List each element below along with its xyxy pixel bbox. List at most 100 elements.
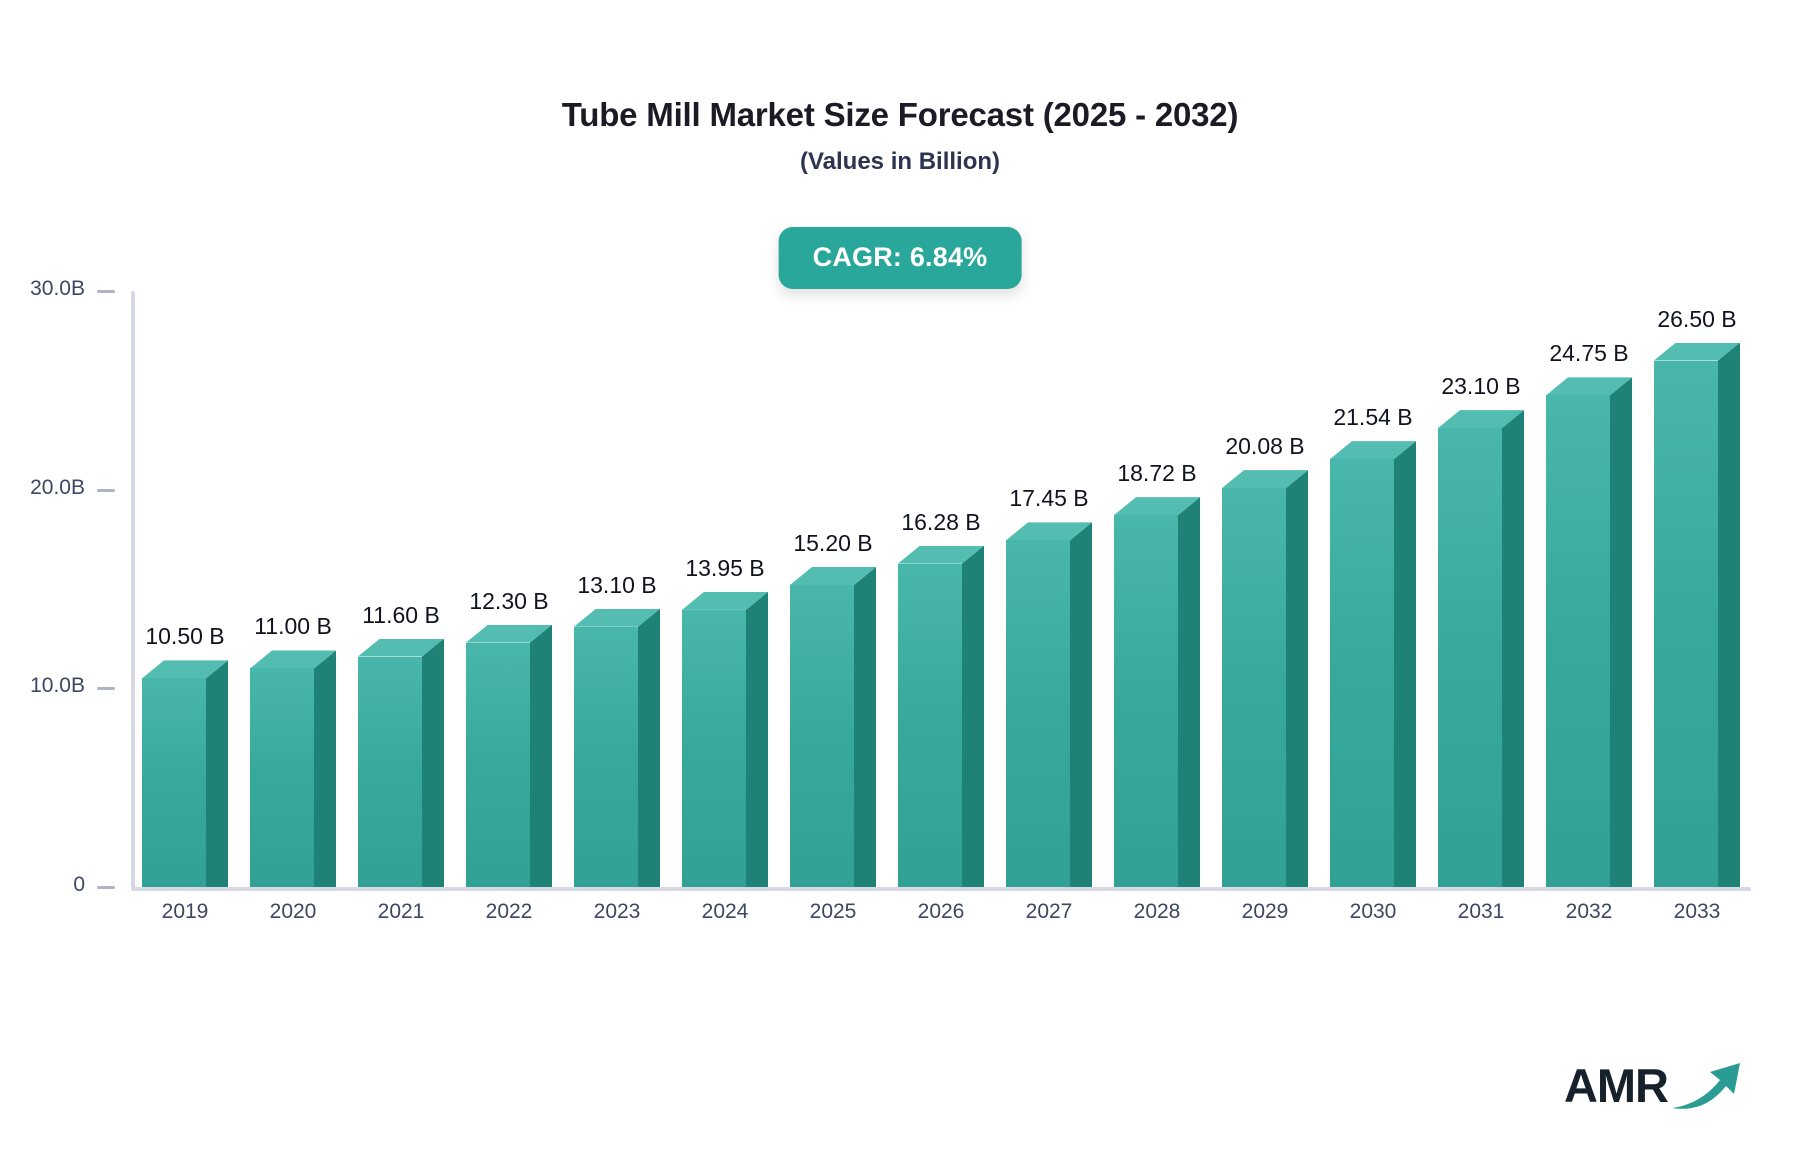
bar-3d-body xyxy=(466,624,552,887)
bar-top-face xyxy=(466,624,552,643)
bar-front-face xyxy=(1438,428,1502,887)
bar-side-face xyxy=(1502,410,1524,887)
x-axis-label: 2022 xyxy=(485,900,533,923)
y-axis-tick-label: 30.0B xyxy=(30,277,85,300)
bar-top-face xyxy=(1114,497,1200,516)
bar-3d-body xyxy=(1546,377,1632,887)
bar-side-face xyxy=(1286,470,1308,887)
bar-front-face xyxy=(574,626,638,887)
x-axis-label: 2031 xyxy=(1457,900,1505,923)
bar-front-face xyxy=(682,609,746,887)
bar-column[interactable]: 18.72 B xyxy=(1114,437,1200,887)
bar-series: 10.50 B 2019 11.00 B 2020 11.60 B 2021 12.30 B… xyxy=(131,0,1751,1156)
x-axis-label: 2019 xyxy=(161,900,209,923)
bar-column[interactable]: 26.50 B xyxy=(1654,283,1740,887)
bar-column[interactable]: 17.45 B xyxy=(1006,462,1092,887)
bar-top-face xyxy=(682,591,768,610)
page-title: Tube Mill Market Size Forecast (2025 - 2… xyxy=(561,96,1239,133)
x-axis-label: 2026 xyxy=(917,900,965,923)
bar-3d-body xyxy=(358,638,444,887)
bar-top-face xyxy=(1546,377,1632,396)
bar-top-face xyxy=(250,650,336,669)
bar-top-face xyxy=(1438,410,1524,429)
bar-front-face xyxy=(142,678,206,887)
y-axis-tick-mark xyxy=(97,488,115,492)
bar-column[interactable]: 12.30 B xyxy=(466,565,552,887)
bar-side-face xyxy=(314,650,336,887)
bar-3d-body xyxy=(1222,470,1308,887)
amr-logo: AMR xyxy=(1564,1058,1744,1112)
bar-value-label: 26.50 B xyxy=(1657,305,1737,332)
x-axis-label: 2029 xyxy=(1241,900,1289,923)
bar-column[interactable]: 10.50 B xyxy=(142,600,228,887)
bar-top-face xyxy=(1654,342,1740,361)
bar-column[interactable]: 24.75 B xyxy=(1546,317,1632,887)
x-axis-label: 2020 xyxy=(269,900,317,923)
bar-value-label: 20.08 B xyxy=(1225,433,1305,460)
bar-column[interactable]: 21.54 B xyxy=(1330,381,1416,887)
x-axis-label: 2033 xyxy=(1673,900,1721,923)
bar-side-face xyxy=(962,545,984,887)
bar-front-face xyxy=(1654,360,1718,887)
bar-column[interactable]: 16.28 B xyxy=(898,486,984,887)
bar-side-face xyxy=(746,591,768,887)
bar-front-face xyxy=(358,656,422,887)
bar-front-face xyxy=(1546,395,1610,887)
bar-column[interactable]: 13.10 B xyxy=(574,549,660,887)
x-axis-label: 2025 xyxy=(809,900,857,923)
x-axis-label: 2028 xyxy=(1133,900,1181,923)
bar-column[interactable]: 11.60 B xyxy=(358,579,444,887)
x-axis-label: 2021 xyxy=(377,900,425,923)
bar-3d-body xyxy=(1114,497,1200,887)
bar-front-face xyxy=(790,585,854,887)
page-subtitle: (Values in Billion) xyxy=(799,148,1001,175)
y-axis-line xyxy=(131,291,135,891)
bar-front-face xyxy=(1222,488,1286,887)
bar-value-label: 21.54 B xyxy=(1333,404,1413,431)
bar-value-label: 15.20 B xyxy=(793,530,873,557)
bar-value-label: 10.50 B xyxy=(145,623,225,650)
bar-column[interactable]: 20.08 B xyxy=(1222,410,1308,887)
y-axis-tick-mark xyxy=(97,687,115,691)
bar-3d-body xyxy=(898,545,984,887)
bar-value-label: 11.60 B xyxy=(362,601,440,628)
bar-side-face xyxy=(854,567,876,887)
y-axis-tick-label: 10.0B xyxy=(30,674,85,698)
bar-front-face xyxy=(1330,459,1394,887)
bar-top-face xyxy=(1222,470,1308,489)
x-axis-label: 2023 xyxy=(593,900,641,923)
y-axis-tick-label: 20.0B xyxy=(30,475,85,499)
bar-value-label: 12.30 B xyxy=(469,587,549,614)
bar-column[interactable]: 13.95 B xyxy=(682,532,768,887)
bar-value-label: 24.75 B xyxy=(1549,340,1629,367)
bar-3d-body xyxy=(142,660,228,887)
bar-3d-body xyxy=(1330,441,1416,887)
x-axis-line xyxy=(131,887,1751,891)
bar-side-face xyxy=(1718,342,1740,887)
bar-column[interactable]: 23.10 B xyxy=(1438,350,1524,887)
bar-side-face xyxy=(1394,441,1416,887)
bar-3d-body xyxy=(1006,522,1092,887)
bar-side-face xyxy=(638,608,660,887)
logo-text: AMR xyxy=(1563,1058,1669,1112)
bar-value-label: 18.72 B xyxy=(1117,460,1197,487)
x-axis-label: 2024 xyxy=(701,900,749,923)
bar-side-face xyxy=(530,624,552,887)
bar-top-face xyxy=(1330,441,1416,460)
bar-front-face xyxy=(250,668,314,887)
bar-value-label: 16.28 B xyxy=(901,508,981,535)
bar-top-face xyxy=(358,638,444,657)
bar-side-face xyxy=(206,660,228,887)
y-axis-tick-mark xyxy=(97,290,115,293)
bar-top-face xyxy=(574,608,660,627)
bar-value-label: 11.00 B xyxy=(254,613,332,640)
bar-front-face xyxy=(1006,540,1070,887)
bar-value-label: 13.10 B xyxy=(577,571,657,598)
bar-value-label: 13.95 B xyxy=(685,554,765,581)
bar-column[interactable]: 11.00 B xyxy=(250,590,336,887)
bar-top-face xyxy=(898,545,984,564)
bar-value-label: 17.45 B xyxy=(1009,485,1089,512)
bar-column[interactable]: 15.20 B xyxy=(790,507,876,887)
bar-front-face xyxy=(898,563,962,887)
